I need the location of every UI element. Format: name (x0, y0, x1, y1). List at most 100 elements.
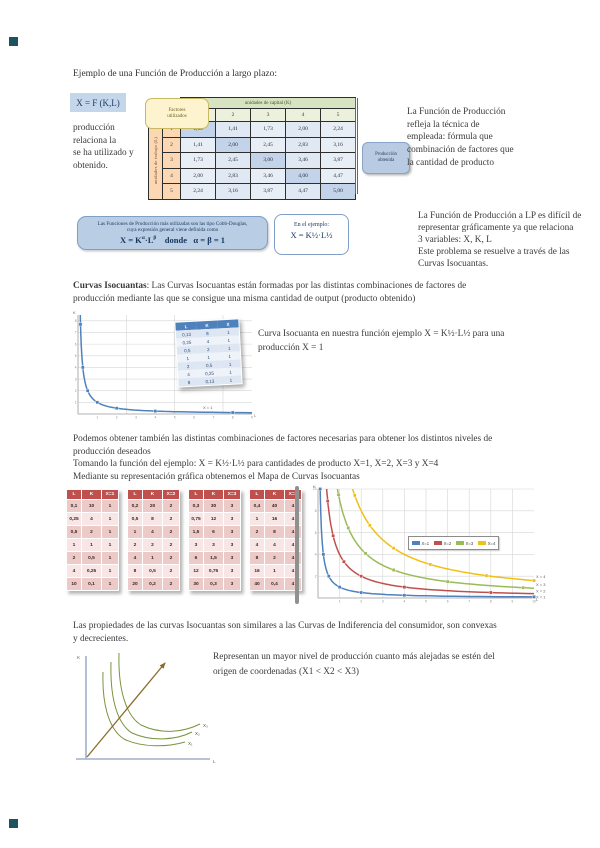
data-marker (342, 559, 346, 564)
y-tick-label: 3 (75, 377, 77, 381)
x-tick-label: 9 (251, 416, 253, 420)
data-marker (78, 322, 83, 327)
table-cell: K (265, 490, 284, 499)
table-cell: 3,00 (250, 152, 286, 169)
data-marker (428, 562, 433, 567)
table-cell: 1 (102, 552, 118, 564)
table-cell: X=4 (285, 490, 301, 499)
table-cell: 2 (163, 578, 179, 590)
table-cell: 16 (250, 565, 264, 577)
text-line: producción deseados (73, 446, 151, 457)
left-note: producción relaciona la se ha utilizado y o… (73, 122, 134, 172)
table-cell: 3 (224, 513, 240, 525)
isoquant-caption: Curva Isocuanta en nuestra función ejemp… (258, 327, 504, 355)
table-cell: 1,73 (180, 152, 216, 169)
table-cell: 1,41 (215, 121, 251, 138)
legend-swatch (434, 541, 443, 545)
table-cell: L (189, 490, 203, 499)
x-tick-label: 4 (404, 600, 406, 604)
table-cell: 2 (67, 552, 81, 564)
table-cell: L (67, 490, 81, 499)
table-cell: 30 (189, 578, 203, 590)
y-tick-label: 4 (315, 553, 317, 557)
table-cell: K (143, 490, 162, 499)
table-cell: 5,00 (320, 183, 356, 200)
text-line: producción X = 1 (258, 343, 324, 353)
text-line: obtenido. (73, 160, 108, 171)
legend-item: X=4 (478, 541, 495, 546)
table-cell: 6 (204, 526, 223, 538)
x-tick-label: 1 (339, 600, 341, 604)
table-cell: 4 (285, 500, 301, 512)
iso-table: L K X 0,13 8 1 0,25 4 1 0,5 2 1 1 1 1 2 0,5 1 4 0,25 1 8 0,13 1 (175, 319, 242, 387)
text-line: Curvas Isocuantas. (418, 259, 489, 269)
table-cell: 40 (265, 500, 284, 512)
x-tick-label: 2 (360, 600, 362, 604)
text-line: 3 variables: X, K, L (418, 235, 492, 245)
table-cell: 0,5 (143, 565, 162, 577)
table-cell: 2 (215, 108, 251, 122)
text-line: Este problema se resuelve a través de la… (418, 247, 570, 257)
table-cell: 12 (204, 513, 223, 525)
table-cell: 8 (265, 526, 284, 538)
isoquant-chart-x1: 1 2 3 4 5 6 7 8 9 1 2 3 4 5 6 7 8 K L X = 1 (73, 310, 257, 420)
isoquant-curve-x3 (118, 652, 201, 732)
page-title: Ejemplo de una Función de Producción a l… (73, 69, 278, 79)
table-cell: 0,3 (204, 578, 223, 590)
y-tick-label: 10 (313, 487, 317, 491)
data-marker (318, 487, 322, 491)
x-tick-label: 1 (96, 416, 98, 420)
table-cell: 4 (265, 539, 284, 551)
table-cell: 0,75 (204, 565, 223, 577)
table-cell: 2 (163, 526, 179, 538)
isoquant-curve (336, 488, 535, 589)
isoquant-curve-x2 (110, 661, 193, 740)
text-line: Podemos obtener también las distintas co… (73, 434, 493, 444)
x-tick-label: 7 (468, 600, 470, 604)
table-cell: 4 (162, 167, 181, 184)
data-marker (532, 578, 536, 583)
isoquant-properties-figure: K L X₁ X₂ X₃ (76, 652, 216, 764)
table-cell: X=1 (102, 490, 118, 499)
x-tick-label: 2 (116, 416, 118, 420)
data-marker (445, 579, 450, 584)
table-cell: 4 (285, 552, 301, 564)
legend-label: X=3 (465, 540, 474, 546)
table-cell: 1 (67, 539, 81, 551)
table-cell: 4,47 (285, 183, 321, 200)
lp-note: La Función de Producción a LP es difícil… (418, 210, 581, 270)
series-label: X = 2 (536, 589, 546, 594)
table-cell: 3,16 (215, 183, 251, 200)
isoquant-curve (351, 488, 535, 582)
table-cell: 0,5 (67, 526, 81, 538)
map-intro: Podemos obtener también las distintas co… (73, 433, 492, 484)
legend-item: X=2 (434, 541, 451, 546)
curve-label-x3: X₃ (203, 723, 208, 728)
x-tick-label: 10 (532, 600, 536, 604)
table-cell: 3 (224, 526, 240, 538)
legend-swatch (478, 541, 487, 545)
curve-label: X = 1 (203, 405, 213, 410)
table-cell: 0,1 (82, 578, 101, 590)
x-tick-label: 6 (193, 416, 195, 420)
cobb-formula: X = Kα·Lβ donde α = β = 1 (119, 235, 226, 246)
data-marker (81, 365, 85, 370)
text-line: producción mediante las que se consigue … (73, 294, 416, 304)
x-tick-label: 9 (512, 600, 514, 604)
data-marker (337, 585, 342, 589)
table-cell: 2,24 (180, 183, 216, 200)
table-cell: 3,16 (320, 136, 356, 153)
text-line: combinación de factores que (407, 145, 514, 156)
table-cell: 1 (82, 539, 101, 551)
text-line: La Función de Producción (407, 107, 506, 117)
table-cell: 1 (102, 565, 118, 577)
data-marker (153, 409, 158, 413)
table-cell: 2 (163, 513, 179, 525)
table-cell: 0,75 (189, 513, 203, 525)
production-grid: unidades de capital (K)12345unidades de … (148, 97, 356, 200)
isoquant-curve-x1 (102, 671, 186, 747)
legend-item: X=1 (412, 541, 429, 546)
table-cell: 30 (204, 500, 223, 512)
table-cell: 3 (162, 152, 181, 169)
data-marker (532, 595, 536, 599)
